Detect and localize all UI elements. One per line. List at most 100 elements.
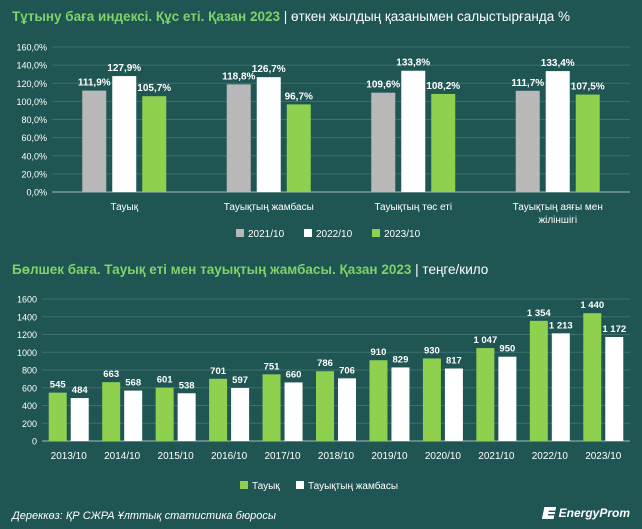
chart2-bar <box>551 333 570 441</box>
chart1-title-main: Тұтыну бағa индексі. Құс еті. Қазан 2023 <box>12 9 280 24</box>
chart2-ytick-label: 1200 <box>17 330 37 340</box>
chart2-ytick-label: 200 <box>22 419 37 429</box>
chart2-data-label: 601 <box>157 375 174 386</box>
chart1-ytick-label: 160,0% <box>16 43 47 53</box>
chart1-data-label: 133,8% <box>396 58 430 69</box>
chart2-data-label: 660 <box>286 369 302 380</box>
chart1-legend-label: 2023/10 <box>384 229 421 240</box>
chart2-data-label: 568 <box>125 378 141 389</box>
chart1-data-label: 118,8% <box>222 71 255 82</box>
chart1-bar <box>256 77 281 192</box>
chart1-bar <box>112 76 137 192</box>
chart2-ytick-label: 0 <box>32 437 37 447</box>
chart2-data-label: 701 <box>210 366 227 377</box>
chart1-data-label: 107,5% <box>571 82 605 93</box>
chart2-data-label: 663 <box>103 369 119 380</box>
chart2-data-label: 817 <box>446 355 462 366</box>
chart1-legend-swatch <box>372 229 380 237</box>
chart2-bar <box>338 378 356 441</box>
chart1-bar <box>82 90 107 192</box>
chart1-bar <box>226 84 251 192</box>
chart2-category-label: 2018/10 <box>318 451 355 462</box>
chart1-data-label: 108,2% <box>426 81 460 92</box>
chart1-bar <box>142 96 167 192</box>
chart2-bar <box>583 313 602 441</box>
chart1-ytick-label: 40,0% <box>21 151 47 161</box>
chart1-data-label: 96,7% <box>285 91 313 102</box>
chart2-bar <box>476 348 495 441</box>
chart1-bar <box>401 70 426 192</box>
chart2-category-label: 2022/10 <box>532 451 569 462</box>
chart2-data-label: 751 <box>264 361 281 372</box>
chart2-category-label: 2020/10 <box>425 451 462 462</box>
chart1-ytick-label: 0,0% <box>26 188 47 198</box>
logo-mark-icon <box>541 507 556 519</box>
chart2-bar <box>262 374 281 441</box>
chart2-ytick-label: 1000 <box>17 348 37 358</box>
chart2-legend-swatch <box>296 481 304 489</box>
chart1-legend-label: 2022/10 <box>316 229 353 240</box>
chart1-title: Тұтыну бағa индексі. Құс еті. Қазан 2023… <box>12 9 571 24</box>
chart2-ytick-label: 800 <box>22 366 37 376</box>
chart2-bar <box>422 358 441 441</box>
chart1-bar <box>575 94 600 192</box>
chart2-bar <box>48 392 67 441</box>
chart1-data-label: 105,7% <box>137 83 171 94</box>
chart2-bar <box>70 398 89 441</box>
chart2-bar <box>605 336 624 441</box>
energyprom-logo: EnergyProm <box>543 506 630 520</box>
chart2-data-label: 1 172 <box>602 324 626 335</box>
chart1-legend-swatch <box>304 229 312 237</box>
chart2-data-label: 1 213 <box>549 320 573 331</box>
chart1-title-sub: өткен жылдың қазанымен салыстырғанда % <box>291 9 571 24</box>
chart2-bar <box>529 320 548 441</box>
chart1-category-label: Тауық <box>110 202 138 213</box>
chart2-data-label: 1 047 <box>473 335 497 346</box>
chart2-data-label: 484 <box>72 385 89 396</box>
chart2-legend-label: Тауықтың жамбасы <box>308 480 398 492</box>
chart1-bar <box>286 104 311 192</box>
chart2-data-label: 1 354 <box>527 308 551 319</box>
chart1-ytick-label: 20,0% <box>21 169 47 179</box>
chart1-data-label: 111,9% <box>78 78 111 89</box>
chart1-bar <box>515 90 540 192</box>
chart1-legend-label: 2021/10 <box>248 229 285 240</box>
chart2-data-label: 545 <box>50 380 67 391</box>
chart2-bar <box>177 393 196 441</box>
chart2-bar <box>102 382 121 441</box>
chart2-category-label: 2023/10 <box>585 451 622 462</box>
source-note: Дереккөз: ҚР СЖРА Ұлттық статистика бюро… <box>12 510 276 522</box>
chart1-legend-swatch <box>236 229 244 237</box>
chart2-data-label: 597 <box>232 375 248 386</box>
chart2-bar <box>316 371 334 441</box>
chart2-ytick-label: 1400 <box>17 312 37 322</box>
chart1-data-label: 109,6% <box>366 80 400 91</box>
chart1-data-label: 133,4% <box>541 58 575 69</box>
chart2-data-label: 829 <box>393 354 409 365</box>
chart2-bar <box>209 378 228 441</box>
chart2-ytick-label: 1600 <box>17 295 37 305</box>
chart1-category-label: жіліншігі <box>538 215 577 226</box>
logo-text: EnergyProm <box>558 506 630 520</box>
chart1-category-label: Тауықтың аяғы мен <box>513 202 603 213</box>
chart1-category-label: Тауықтың төс еті <box>374 202 452 213</box>
chart2-bar <box>155 387 174 441</box>
chart2-bar <box>444 368 463 441</box>
chart2-data-label: 930 <box>424 345 440 356</box>
chart2-bar <box>391 367 410 441</box>
chart2-data-label: 538 <box>179 380 195 391</box>
chart1-data-label: 126,7% <box>252 64 286 75</box>
chart2-data-label: 950 <box>499 344 515 355</box>
chart2-bar <box>284 382 303 441</box>
chart2-title-sub: теңге/кило <box>422 262 489 277</box>
chart2-category-label: 2015/10 <box>158 451 195 462</box>
chart2-data-label: 910 <box>371 347 387 358</box>
chart1-bar <box>431 93 456 192</box>
chart2-title: Бөлшек баға. Тауық еті мен тауықтың жамб… <box>12 262 489 277</box>
chart2-category-label: 2017/10 <box>264 451 301 462</box>
chart1-ytick-label: 120,0% <box>16 79 47 89</box>
chart2-data-label: 1 440 <box>580 300 604 311</box>
chart2-bar <box>231 388 250 441</box>
chart2-ytick-label: 400 <box>22 401 37 411</box>
chart1-data-label: 111,7% <box>511 78 544 89</box>
